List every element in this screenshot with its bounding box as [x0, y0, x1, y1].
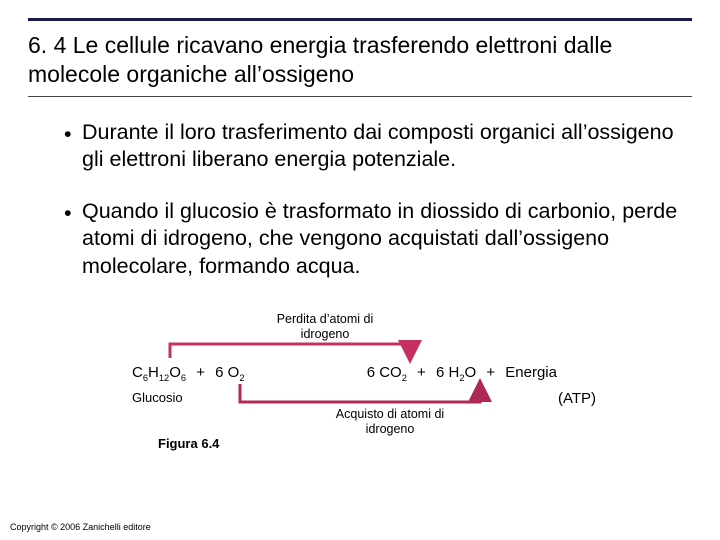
label-perdita: Perdita d’atomi di idrogeno	[260, 312, 390, 341]
reaction-diagram: Perdita d’atomi di idrogeno C6H12O6 + 6 …	[80, 304, 640, 432]
bullet-dot: •	[64, 198, 82, 281]
arrow-top	[170, 344, 410, 358]
copyright: Copyright © 2006 Zanichelli editore	[10, 522, 151, 532]
bullet-item: • Durante il loro trasferimento dai comp…	[64, 119, 692, 174]
label-glucosio: Glucosio	[132, 390, 183, 405]
eq-plus: +	[480, 364, 501, 381]
bullet-text: Quando il glucosio è trasformato in dios…	[82, 198, 692, 281]
top-rule	[28, 18, 692, 21]
bullet-text: Durante il loro trasferimento dai compos…	[82, 119, 692, 174]
eq-plus: +	[411, 364, 432, 381]
eq-h2o: 6 H2O	[436, 364, 476, 381]
bullet-dot: •	[64, 119, 82, 174]
equation: C6H12O6 + 6 O2 6 CO2 + 6 H2O + Energia	[80, 364, 640, 381]
bullet-item: • Quando il glucosio è trasformato in di…	[64, 198, 692, 281]
eq-plus: +	[190, 364, 211, 381]
slide-title: 6. 4 Le cellule ricavano energia trasfer…	[28, 31, 692, 90]
thin-rule	[28, 96, 692, 97]
label-acquisto: Acquisto di atomi di idrogeno	[320, 407, 460, 436]
eq-energia: Energia	[505, 364, 557, 381]
bullet-list: • Durante il loro trasferimento dai comp…	[64, 119, 692, 281]
label-atp: (ATP)	[558, 390, 596, 407]
eq-co2: 6 CO2	[367, 364, 407, 381]
eq-glucose: C6H12O6	[132, 364, 186, 381]
eq-o2: 6 O2	[215, 364, 244, 381]
arrow-bottom	[240, 384, 480, 402]
figure-label: Figura 6.4	[158, 436, 692, 451]
